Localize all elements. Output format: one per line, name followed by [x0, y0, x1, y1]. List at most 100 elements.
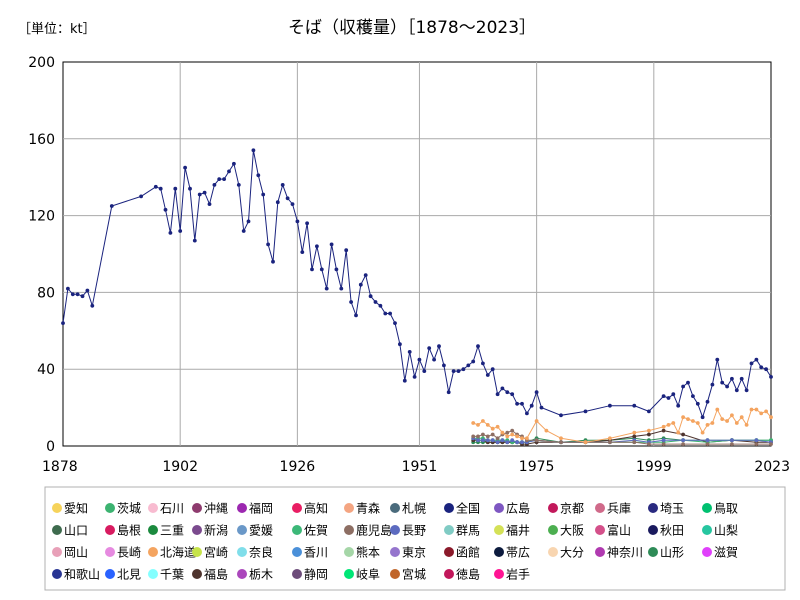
- legend-marker: [548, 503, 558, 513]
- data-point: [417, 357, 422, 362]
- data-point: [466, 363, 471, 368]
- legend-marker: [237, 503, 247, 513]
- data-point: [695, 421, 700, 425]
- data-point: [163, 207, 168, 212]
- data-point: [608, 436, 612, 441]
- legend-label: 秋田: [660, 524, 684, 538]
- legend-label: 福井: [506, 523, 530, 538]
- legend-label: 福島: [204, 567, 228, 582]
- legend-label: 北見: [117, 568, 141, 582]
- legend-item: 愛媛: [237, 524, 273, 538]
- legend-item: 群馬: [444, 524, 480, 538]
- legend-label: 青森: [356, 501, 380, 516]
- legend-marker: [237, 569, 247, 579]
- legend-item: 石川: [148, 502, 184, 516]
- legend-item: 千葉: [148, 568, 184, 582]
- legend-marker: [390, 547, 400, 557]
- legend-label: 徳島: [456, 567, 480, 582]
- data-point: [647, 428, 651, 433]
- data-point: [695, 401, 700, 406]
- data-point: [481, 361, 485, 366]
- legend-label: 札幌: [402, 501, 426, 516]
- legend-label: 長崎: [117, 546, 141, 560]
- legend-label: 帯広: [506, 546, 530, 560]
- legend-item: 全国: [444, 501, 480, 516]
- legend-marker: [444, 525, 454, 535]
- data-point: [661, 442, 666, 446]
- data-point: [476, 344, 480, 349]
- data-point: [691, 419, 695, 423]
- series-北海道: [471, 407, 773, 445]
- data-point: [407, 350, 412, 354]
- legend-marker: [105, 569, 115, 579]
- data-point: [691, 394, 695, 398]
- legend-label: 埼玉: [660, 502, 684, 516]
- data-point: [734, 388, 739, 393]
- legend-item: 岐阜: [344, 568, 380, 582]
- y-tick-label: 200: [28, 55, 55, 71]
- legend-label: 東京: [402, 546, 426, 560]
- data-point: [534, 419, 539, 423]
- legend-marker: [595, 525, 605, 535]
- unit-label: ［単位：kt］: [18, 21, 96, 37]
- data-point: [476, 438, 480, 443]
- data-point: [178, 229, 183, 233]
- data-point: [608, 440, 612, 445]
- data-point: [500, 438, 505, 443]
- legend-item: 兵庫: [595, 502, 631, 516]
- legend-marker: [292, 525, 302, 535]
- data-point: [583, 440, 588, 445]
- legend-item: 香川: [292, 546, 328, 560]
- data-point: [485, 423, 490, 427]
- legend-marker: [52, 525, 62, 535]
- legend-item: 福井: [494, 523, 530, 538]
- data-point: [705, 423, 710, 427]
- legend-label: 岡山: [64, 546, 88, 560]
- plot-area: [62, 61, 772, 447]
- legend-marker: [494, 547, 504, 557]
- data-point: [393, 321, 397, 325]
- legend-label: 長野: [402, 524, 426, 538]
- data-point: [534, 390, 539, 395]
- data-point: [529, 403, 534, 408]
- data-point: [720, 417, 725, 421]
- data-point: [75, 292, 80, 297]
- data-point: [495, 392, 500, 397]
- data-point: [378, 303, 383, 308]
- legend-label: 茨城: [117, 502, 141, 516]
- data-point: [510, 432, 515, 437]
- legend-marker: [494, 525, 504, 535]
- data-point: [608, 403, 612, 408]
- data-point: [461, 367, 466, 372]
- data-point: [236, 183, 241, 187]
- data-point: [520, 401, 524, 406]
- data-point: [510, 438, 515, 443]
- x-tick-label: 1902: [162, 459, 198, 475]
- legend-item: 宮崎: [192, 545, 228, 560]
- legend-marker: [595, 547, 605, 557]
- data-point: [183, 165, 188, 170]
- legend-marker: [390, 569, 400, 579]
- legend-label: 高知: [304, 501, 328, 516]
- data-point: [412, 375, 417, 379]
- legend-marker: [105, 503, 115, 513]
- legend-item: 宮城: [390, 567, 426, 582]
- data-point: [764, 409, 768, 414]
- data-point: [158, 186, 163, 191]
- legend-label: 愛知: [64, 502, 88, 516]
- legend-item: 新潟: [192, 523, 228, 538]
- data-point: [754, 357, 759, 362]
- legend-marker: [390, 525, 400, 535]
- legend-item: 三重: [148, 524, 184, 538]
- legend-marker: [148, 547, 158, 557]
- data-point: [705, 442, 710, 446]
- legend-marker: [237, 547, 247, 557]
- y-tick-label: 40: [37, 362, 55, 378]
- legend-label: 滋賀: [714, 546, 738, 560]
- data-point: [769, 375, 773, 379]
- data-point: [559, 436, 563, 441]
- data-point: [344, 248, 349, 253]
- series-全国: [61, 148, 773, 420]
- data-point: [666, 423, 671, 427]
- data-point: [446, 390, 451, 395]
